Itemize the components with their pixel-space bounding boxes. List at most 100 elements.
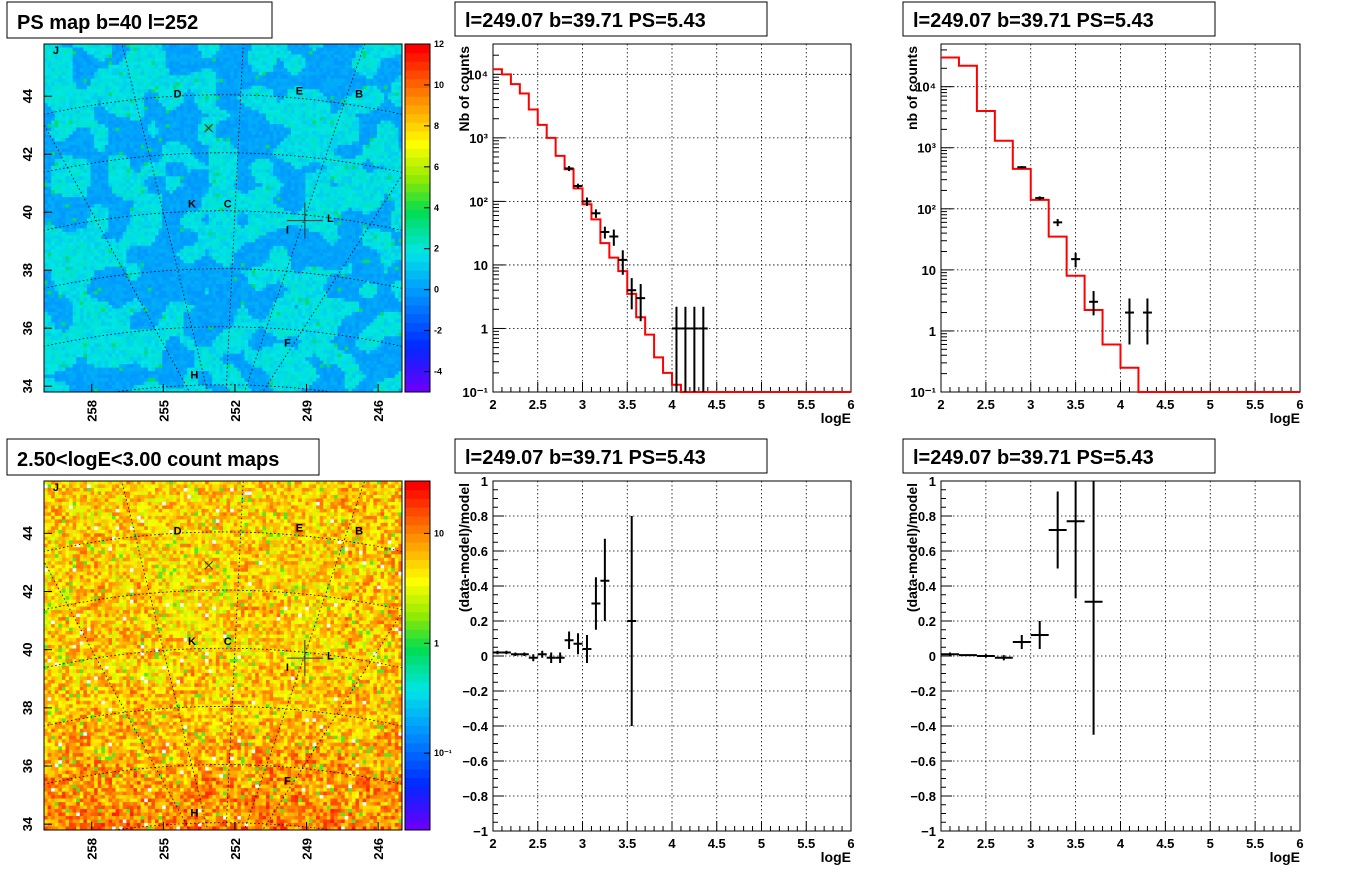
map-cell [337, 131, 342, 136]
map-cell [140, 134, 145, 139]
map-cell [251, 54, 256, 59]
map-cell [355, 131, 360, 136]
map-cell [133, 44, 138, 49]
map-cell [262, 179, 267, 184]
map-cell [151, 117, 156, 122]
map-cell [262, 137, 267, 143]
map-cell [355, 64, 360, 69]
map-cell [69, 92, 74, 97]
map-cell [183, 103, 188, 108]
map-cell [298, 106, 303, 111]
map-cell [366, 183, 371, 188]
map-cell [172, 183, 178, 188]
map-cell [240, 117, 246, 122]
map-cell [76, 117, 81, 122]
map-cell [291, 207, 296, 212]
map-cell [337, 124, 342, 129]
map-cell [398, 141, 402, 146]
map-cell [323, 99, 328, 104]
map-cell [333, 85, 339, 90]
map-cell [341, 68, 346, 73]
map-cell [387, 50, 392, 56]
map-cell [197, 172, 203, 177]
map-cell [273, 47, 278, 52]
map-cell [265, 124, 271, 129]
map-cell [387, 96, 392, 101]
map-cell [101, 162, 106, 167]
map-cell [147, 96, 152, 101]
map-cell [312, 179, 317, 184]
map-cell [137, 211, 142, 216]
map-cell [208, 110, 213, 115]
map-cell [351, 106, 357, 111]
map-cell [248, 183, 253, 188]
map-cell [90, 186, 95, 191]
map-cell [301, 103, 306, 108]
map-cell [154, 47, 160, 52]
map-cell [119, 172, 124, 177]
map-cell [133, 71, 138, 76]
map-cell [326, 162, 331, 167]
map-cell [112, 120, 117, 125]
map-cell [76, 64, 81, 69]
map-cell [387, 61, 392, 66]
map-cell [359, 214, 364, 219]
map-cell [187, 190, 192, 195]
map-cell [223, 103, 228, 108]
map-cell [380, 151, 385, 156]
map-cell [97, 131, 102, 136]
map-cell [183, 68, 188, 73]
map-cell [384, 68, 389, 73]
map-cell [76, 92, 81, 97]
map-cell [341, 176, 346, 181]
map-cell [54, 82, 59, 87]
map-cell [351, 193, 357, 198]
map-cell [226, 137, 231, 143]
map-cell [47, 113, 52, 118]
map-cell [101, 124, 106, 129]
map-cell [276, 54, 281, 59]
map-cell [319, 82, 324, 87]
map-cell [369, 190, 374, 195]
map-cell [244, 113, 249, 118]
map-cell [283, 169, 289, 174]
map-cell [212, 54, 217, 59]
map-cell [323, 120, 328, 125]
map-cell [212, 141, 217, 146]
map-cell [366, 214, 371, 219]
map-cell [165, 207, 170, 212]
map-cell [351, 113, 357, 118]
map-cell [79, 134, 84, 139]
map-cell [226, 50, 231, 56]
map-cell [176, 148, 181, 153]
map-cell [251, 141, 256, 146]
map-cell [180, 50, 185, 56]
map-cell [380, 103, 385, 108]
map-cell [183, 162, 188, 167]
map-cell [359, 117, 364, 122]
map-cell [226, 106, 231, 111]
map-cell [122, 124, 127, 129]
map-cell [101, 183, 106, 188]
map-cell [51, 99, 56, 104]
map-cell [61, 186, 67, 191]
map-cell [187, 214, 192, 219]
map-cell [119, 151, 124, 156]
map-cell [366, 200, 371, 205]
map-cell [47, 144, 52, 149]
map-cell [398, 68, 402, 73]
map-cell [344, 99, 349, 104]
map-cell [215, 200, 221, 205]
map-cell [348, 120, 353, 125]
map-cell [265, 99, 271, 104]
map-cell [298, 141, 303, 146]
map-cell [373, 197, 378, 202]
map-cell [394, 207, 400, 212]
map-cell [47, 137, 52, 143]
map-cell [323, 92, 328, 97]
map-cell [351, 75, 357, 80]
map-cell [215, 190, 221, 195]
map-cell [248, 47, 253, 52]
map-cell [251, 144, 256, 149]
map-cell [119, 183, 124, 188]
